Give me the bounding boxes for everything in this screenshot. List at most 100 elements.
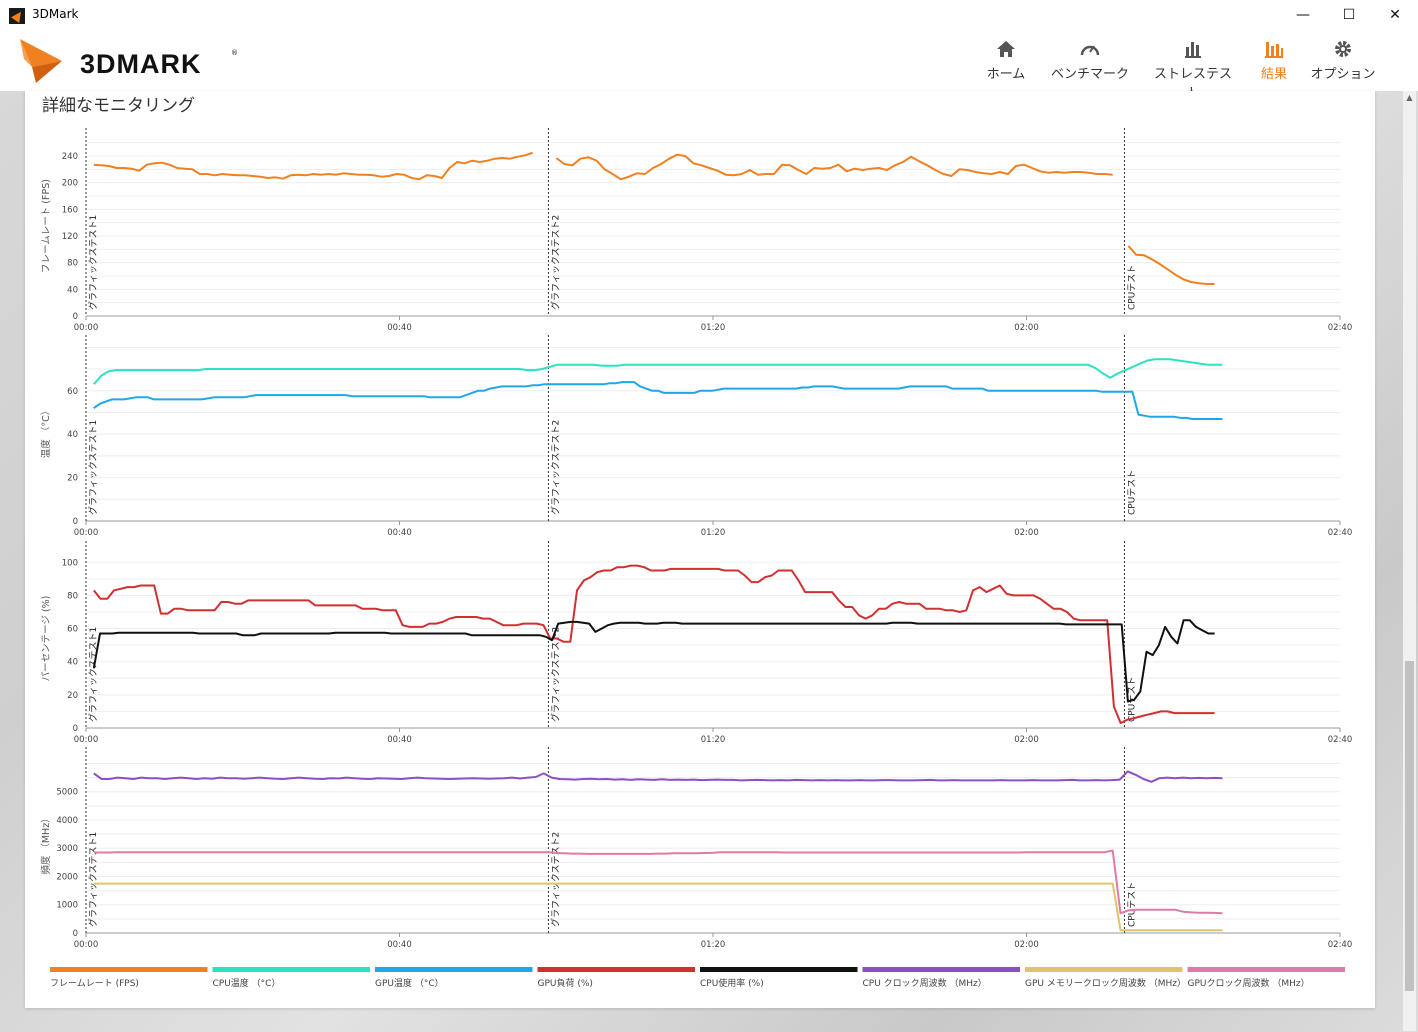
test-marker-label: CPUテスト: [1126, 470, 1137, 515]
series-line-gpu_clock: [93, 849, 1223, 915]
y-axis-label: 温度 （°C）: [40, 406, 52, 458]
legend-swatch-gpu_temp: [375, 967, 533, 972]
series-line-fps: [1127, 245, 1215, 285]
nav-benchmark-label: ベンチマーク: [1050, 67, 1129, 82]
x-tick-label: 02:00: [1014, 735, 1039, 745]
close-button[interactable]: ✕: [1389, 7, 1401, 23]
test-marker-label: グラフィックステスト1: [87, 832, 99, 927]
scrollbar-thumb[interactable]: [1405, 661, 1414, 991]
y-tick-label: 40: [67, 285, 78, 295]
x-tick-label: 01:20: [701, 940, 726, 950]
x-tick-label: 00:40: [387, 323, 412, 333]
y-tick-label: 200: [62, 179, 78, 189]
nav-benchmark[interactable]: ベンチマーク: [1050, 37, 1130, 82]
x-tick-label: 02:40: [1328, 735, 1353, 745]
app-logo-icon: [9, 8, 25, 24]
nav-results[interactable]: 結果: [1254, 37, 1294, 82]
x-tick-label: 00:40: [387, 940, 412, 950]
y-axis-label: フレームレート (FPS): [41, 179, 52, 273]
page-title: 詳細なモニタリング: [42, 96, 195, 116]
vertical-scrollbar[interactable]: ▲: [1403, 91, 1416, 1031]
home-icon: [997, 41, 1015, 57]
gauge-icon: [1080, 45, 1100, 56]
legend-label-gpu_temp: GPU温度 （°C）: [375, 977, 444, 989]
y-tick-label: 40: [67, 430, 78, 440]
series-line-cpu_usage: [92, 619, 1215, 703]
y-axis-label: 頻度 （MHz）: [40, 813, 52, 874]
x-tick-label: 02:00: [1014, 940, 1039, 950]
legend-swatch-cpu_temp: [212, 967, 370, 972]
y-tick-label: 240: [62, 152, 78, 162]
legend-label-cpu_clock: CPU クロック周波数 （MHz）: [863, 977, 987, 989]
bar-chart-icon: [1185, 42, 1201, 58]
test-marker-label: CPUテスト: [1126, 677, 1137, 722]
test-marker-label: グラフィックステスト2: [549, 420, 561, 515]
y-tick-label: 0: [73, 517, 78, 527]
y-tick-label: 5000: [56, 788, 78, 798]
nav-options-label: オプション: [1310, 67, 1376, 82]
series-line-gpu_temp: [93, 381, 1223, 420]
y-axis-label: パーセンテージ (%): [41, 596, 52, 682]
test-marker-label: グラフィックステスト1: [87, 420, 99, 515]
y-tick-label: 80: [67, 591, 78, 601]
legend-swatch-cpu_usage: [700, 967, 858, 972]
test-marker-label: グラフィックステスト2: [549, 215, 561, 310]
test-marker-label: グラフィックステスト1: [87, 627, 99, 722]
x-tick-label: 00:40: [387, 735, 412, 745]
y-tick-label: 1000: [56, 901, 78, 911]
legend-swatch-fps: [50, 967, 208, 972]
y-tick-label: 20: [67, 474, 78, 484]
legend-label-cpu_usage: CPU使用率 (%): [700, 977, 764, 989]
x-tick-label: 00:00: [74, 323, 99, 333]
y-tick-label: 4000: [56, 816, 78, 826]
series-line-fps: [93, 151, 534, 181]
maximize-button[interactable]: ☐: [1342, 7, 1356, 23]
legend-swatch-gpu_clock: [1187, 967, 1345, 972]
monitoring-panel: 詳細なモニタリング 0 40 80 120 160 200 240 フレームレート (FPS)…: [25, 91, 1375, 1008]
x-tick-label: 00:40: [387, 528, 412, 538]
y-tick-label: 0: [73, 929, 78, 939]
legend-swatch-gpu_load: [537, 967, 695, 972]
x-tick-label: 02:40: [1328, 323, 1353, 333]
x-tick-label: 01:20: [701, 323, 726, 333]
x-tick-label: 01:20: [701, 528, 726, 538]
3dmark-logo-icon: [20, 39, 62, 83]
y-tick-label: 60: [67, 387, 78, 397]
test-marker-label: CPUテスト: [1126, 882, 1137, 927]
series-line-gpu_mem_clock: [93, 882, 1223, 932]
y-tick-label: 120: [62, 232, 78, 242]
nav-options[interactable]: オプション: [1310, 37, 1376, 82]
y-tick-label: 160: [62, 205, 78, 215]
series-line-cpu_temp: [93, 358, 1223, 385]
x-tick-label: 02:00: [1014, 323, 1039, 333]
nav-home[interactable]: ホーム: [982, 37, 1030, 82]
x-tick-label: 00:00: [74, 940, 99, 950]
y-tick-label: 20: [67, 691, 78, 701]
nav-results-label: 結果: [1260, 67, 1287, 82]
legend-label-cpu_temp: CPU温度 （°C）: [213, 977, 281, 989]
results-icon: [1265, 42, 1283, 58]
scroll-up-arrow-icon[interactable]: ▲: [1406, 93, 1413, 102]
y-tick-label: 3000: [56, 844, 78, 854]
series-line-cpu_clock: [93, 770, 1223, 783]
test-marker-label: グラフィックステスト1: [87, 215, 99, 310]
legend-label-gpu_clock: GPUクロック周波数 （MHz）: [1188, 977, 1310, 989]
test-marker-label: グラフィックステスト2: [549, 627, 561, 722]
window-title: 3DMark: [32, 7, 79, 21]
series-line-fps: [555, 153, 1113, 181]
legend-label-gpu_mem_clock: GPU メモリークロック周波数 （MHz）: [1025, 977, 1186, 989]
x-tick-label: 02:00: [1014, 528, 1039, 538]
app-header: 3DMARK ® ホーム ベンチマーク ストレステスト 結果: [0, 31, 1418, 101]
gear-icon: [1335, 41, 1351, 57]
x-tick-label: 01:20: [701, 735, 726, 745]
y-tick-label: 100: [62, 558, 78, 568]
minimize-button[interactable]: —: [1296, 7, 1310, 23]
logo-text: 3DMARK: [80, 49, 202, 79]
logo-registered-mark: ®: [231, 49, 238, 57]
y-tick-label: 2000: [56, 872, 78, 882]
test-marker-label: グラフィックステスト2: [549, 832, 561, 927]
test-marker-label: CPUテスト: [1126, 265, 1137, 310]
3dmark-logo[interactable]: 3DMARK ®: [18, 37, 238, 85]
legend-label-fps: フレームレート (FPS): [50, 978, 139, 989]
x-tick-label: 00:00: [74, 735, 99, 745]
